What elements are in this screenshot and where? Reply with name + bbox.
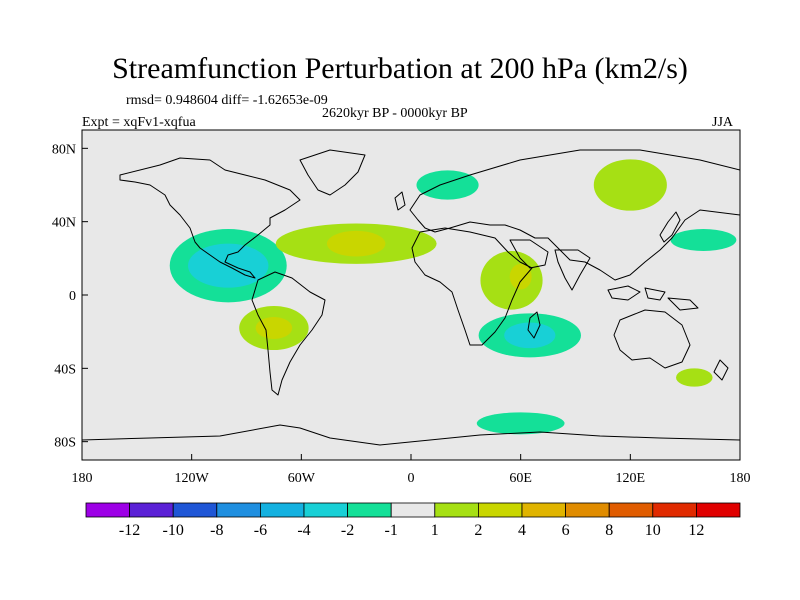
x-tick-label-3: 0 bbox=[408, 471, 415, 486]
stats-text: rmsd= 0.948604 diff= -1.62653e-09 bbox=[126, 93, 328, 108]
coast-madagascar bbox=[527, 311, 541, 339]
field-region-4 bbox=[326, 230, 386, 257]
colorbar-swatch-6 bbox=[347, 502, 392, 518]
colorbar-swatch-8 bbox=[434, 502, 479, 518]
colorbar-label-9: 4 bbox=[518, 522, 526, 539]
field-region-12 bbox=[476, 412, 565, 435]
colorbar-swatch-4 bbox=[259, 502, 305, 518]
x-tick-label-0: 180 bbox=[72, 471, 93, 486]
coast-south-america bbox=[251, 271, 326, 396]
y-tick-label-2: 0 bbox=[69, 289, 76, 304]
coast-greenland bbox=[299, 149, 366, 196]
coast-australia bbox=[613, 309, 691, 369]
colorbar-swatch-3 bbox=[216, 502, 261, 518]
field-region-13 bbox=[676, 368, 713, 387]
period-text: 2620kyr BP - 0000kyr BP bbox=[322, 106, 468, 121]
coast-eurasia bbox=[409, 149, 740, 281]
colorbar-label-0: -12 bbox=[119, 522, 140, 539]
colorbar-label-12: 10 bbox=[645, 522, 661, 539]
y-tick-label-3: 40S bbox=[54, 362, 76, 377]
coast-india bbox=[554, 249, 591, 291]
field-region-10 bbox=[593, 159, 667, 211]
colorbar-swatch-2 bbox=[172, 502, 218, 518]
field-region-6 bbox=[504, 322, 556, 349]
field-region-8 bbox=[509, 263, 532, 290]
x-tick-label-1: 120W bbox=[175, 471, 210, 486]
experiment-text: Expt = xqFv1-xqfua bbox=[82, 115, 196, 130]
colorbar-label-1: -10 bbox=[163, 522, 184, 539]
colorbar-swatch-5 bbox=[303, 502, 348, 518]
colorbar-label-2: -8 bbox=[210, 522, 223, 539]
season-text: JJA bbox=[712, 115, 734, 130]
colorbar-label-11: 8 bbox=[605, 522, 613, 539]
colorbar-label-4: -4 bbox=[297, 522, 310, 539]
coast-africa bbox=[411, 227, 533, 346]
coastlines bbox=[82, 149, 740, 446]
x-tick-label-5: 120E bbox=[616, 471, 646, 486]
colorbar-label-5: -2 bbox=[341, 522, 354, 539]
colorbar-swatch-7 bbox=[390, 502, 436, 518]
colorbar-swatch-9 bbox=[477, 502, 523, 518]
chart-title: Streamfunction Perturbation at 200 hPa (… bbox=[112, 52, 688, 85]
coast-north-america bbox=[119, 157, 301, 279]
field-region-2 bbox=[255, 317, 293, 339]
colorbar-swatch-14 bbox=[696, 502, 741, 518]
x-tick-label-4: 60E bbox=[509, 471, 532, 486]
y-tick-label-0: 80N bbox=[52, 142, 76, 157]
y-tick-label-4: 80S bbox=[54, 436, 76, 451]
colorbar-swatch-1 bbox=[129, 502, 174, 518]
colorbar-swatch-10 bbox=[521, 502, 566, 518]
colorbar-label-3: -6 bbox=[254, 522, 267, 539]
colorbar-label-8: 2 bbox=[474, 522, 482, 539]
colorbar-label-6: -1 bbox=[385, 522, 398, 539]
field-region-14 bbox=[670, 229, 737, 251]
colorbar-swatch-11 bbox=[565, 502, 610, 518]
coast-japan bbox=[659, 211, 681, 243]
coast-antarctica bbox=[82, 424, 740, 446]
coast-new-zealand bbox=[713, 359, 729, 381]
coast-arabia bbox=[509, 239, 549, 269]
colorbar-swatch-0 bbox=[85, 502, 130, 518]
colorbar-swatch-13 bbox=[652, 502, 697, 518]
x-tick-label-2: 60W bbox=[288, 471, 316, 486]
coast-maritime-asia bbox=[607, 285, 699, 311]
colorbar-label-7: 1 bbox=[431, 522, 439, 539]
x-tick-label-6: 180 bbox=[730, 471, 751, 486]
colorbar-label-10: 6 bbox=[562, 522, 570, 539]
colorbar-swatch-12 bbox=[608, 502, 654, 518]
y-tick-label-1: 40N bbox=[52, 216, 76, 231]
colorbar-label-13: 12 bbox=[688, 522, 704, 539]
coast-british-isles bbox=[394, 191, 406, 211]
